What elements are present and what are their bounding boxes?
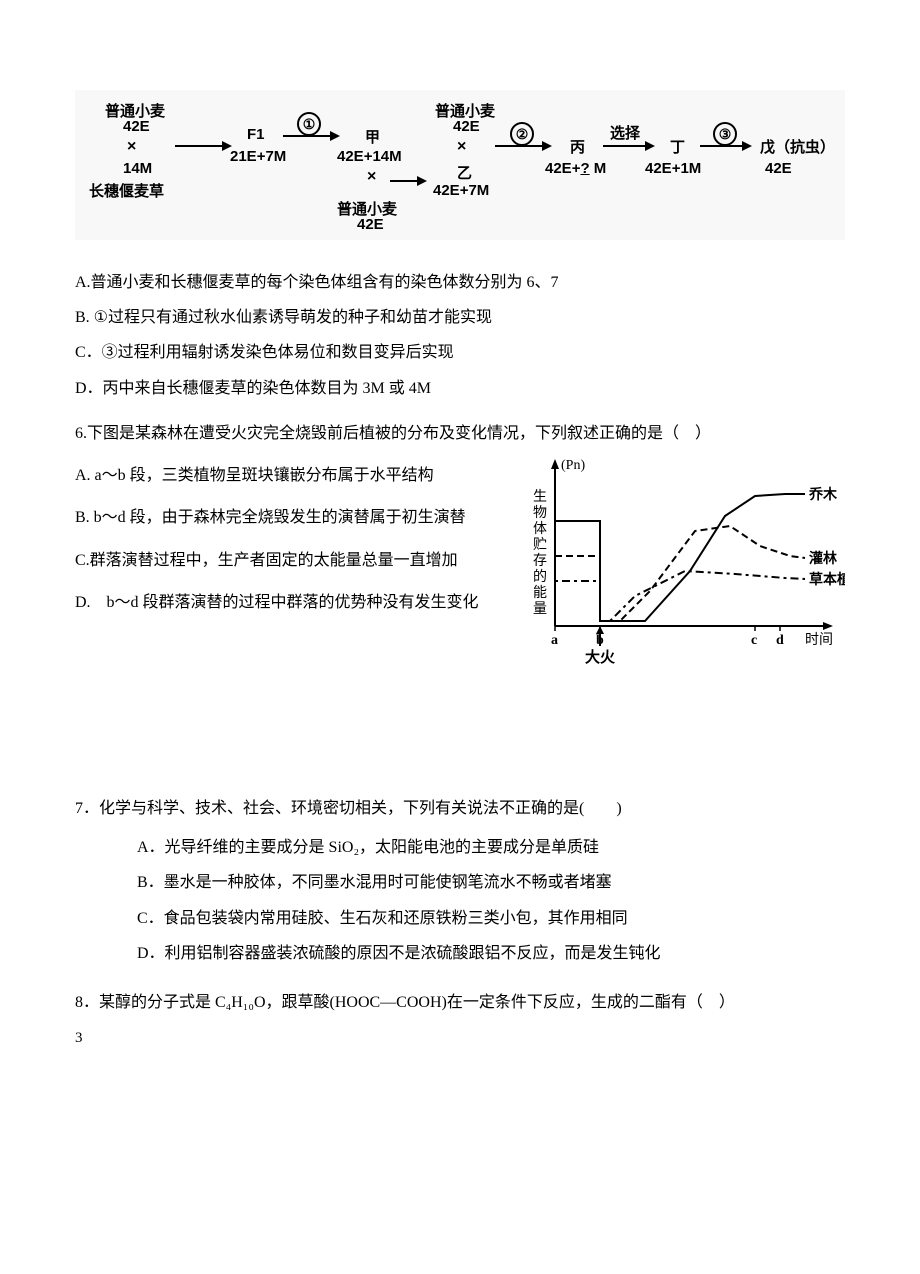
q7-stem: 7．化学与科学、技术、社会、环境密切相关，下列有关说法不正确的是( ): [75, 791, 845, 826]
d1-circle2: ②: [510, 122, 534, 146]
svg-text:草本植物: 草本植物: [809, 571, 845, 588]
svg-text:存: 存: [533, 553, 547, 569]
svg-text:(Pn): (Pn): [561, 458, 585, 473]
d1-circle3: ③: [713, 122, 737, 146]
d1-yi: 乙: [457, 162, 472, 183]
svg-text:物: 物: [533, 505, 547, 521]
q6-optD: D. b～d 段群落演替的过程中群落的优势种没有发生变化: [75, 588, 515, 618]
d1-under-sub: 42E: [357, 216, 384, 233]
d1-bing: 丙: [570, 136, 585, 157]
crossbreeding-diagram: 普通小麦 42E × 14M 长穗偃麦草 F1 21E+7M ① 甲 42E+1…: [75, 90, 845, 240]
svg-text:灌林: 灌林: [809, 550, 837, 567]
d1-ding-sub: 42E+1M: [645, 160, 701, 177]
svg-text:c: c: [751, 633, 757, 648]
d1-ding: 丁: [670, 136, 685, 157]
svg-text:量: 量: [533, 601, 547, 617]
q5-optC: C．③过程利用辐射诱发染色体易位和数目变异后实现: [75, 335, 845, 370]
d1-bing-sub: 42E+? M: [545, 160, 606, 177]
d1-grass: 长穗偃麦草: [89, 180, 164, 201]
q5-optD: D．丙中来自长穗偃麦草的染色体数目为 3M 或 4M: [75, 371, 845, 406]
q6-optA: A. a～b 段，三类植物呈斑块镶嵌分布属于水平结构: [75, 461, 515, 491]
q7-optB: B．墨水是一种胶体，不同墨水混用时可能使钢笔流水不畅或者堵塞: [75, 865, 845, 900]
svg-text:乔木: 乔木: [808, 486, 838, 503]
d1-wu-sub: 42E: [765, 160, 792, 177]
d1-wheat1-sub: 42E: [123, 118, 150, 135]
svg-text:d: d: [776, 633, 784, 648]
d1-midsub: 42E: [453, 118, 480, 135]
d1-grass-sub: 14M: [123, 160, 152, 177]
q6-optC: C.群落演替过程中，生产者固定的太能量总量一直增加: [75, 546, 515, 576]
svg-text:时间: 时间: [805, 632, 833, 648]
q7-optA: A．光导纤维的主要成分是 SiO₂，太阳能电池的主要成分是单质硅: [75, 830, 845, 865]
d1-jia-sub: 42E+14M: [337, 148, 402, 165]
succession-chart: 生物体贮存的能量(Pn)时间abcd大火乔木灌林草本植物: [525, 451, 845, 671]
q7-optC: C．食品包装袋内常用硅胶、生石灰和还原铁粉三类小包，其作用相同: [75, 901, 845, 936]
d1-cross3: ×: [457, 138, 466, 156]
page-number: 3: [75, 1030, 845, 1047]
svg-text:能: 能: [533, 585, 547, 601]
d1-wu: 戊（抗虫）: [760, 136, 835, 157]
d1-arrow-yi: [390, 180, 425, 182]
q6-stem: 6.下图是某森林在遭受火灾完全烧毁前后植被的分布及变化情况，下列叙述正确的是（ …: [75, 416, 845, 451]
q8-stem: 8．某醇的分子式是 C₄H₁₀O，跟草酸(HOOC—COOH)在一定条件下反应，…: [75, 985, 845, 1020]
d1-jia: 甲: [365, 126, 380, 147]
d1-arrow1: [175, 145, 230, 147]
svg-text:a: a: [551, 633, 558, 648]
d1-f1-sub: 21E+7M: [230, 148, 286, 165]
svg-text:的: 的: [533, 569, 547, 585]
d1-f1: F1: [247, 126, 265, 143]
d1-circle1: ①: [297, 112, 321, 136]
q6-optB: B. b～d 段，由于森林完全烧毁发生的演替属于初生演替: [75, 503, 515, 533]
d1-cross1: ×: [127, 138, 136, 156]
d1-xuan: 选择: [610, 122, 640, 143]
d1-cross2: ×: [367, 168, 376, 186]
d1-arrow4: [603, 145, 653, 147]
svg-text:体: 体: [533, 521, 547, 537]
q5-optA: A.普通小麦和长穗偃麦草的每个染色体组含有的染色体数分别为 6、7: [75, 265, 845, 300]
svg-text:贮: 贮: [533, 537, 547, 553]
svg-text:大火: 大火: [585, 648, 616, 666]
q5-optB: B. ①过程只有通过秋水仙素诱导萌发的种子和幼苗才能实现: [75, 300, 845, 335]
q7-optD: D．利用铝制容器盛装浓硫酸的原因不是浓硫酸跟铝不反应，而是发生钝化: [75, 936, 845, 971]
svg-text:生: 生: [533, 489, 547, 505]
d1-yi-sub: 42E+7M: [433, 182, 489, 199]
